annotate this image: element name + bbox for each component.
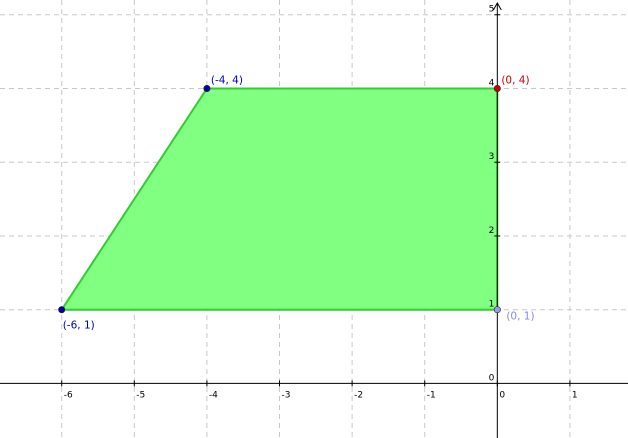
y-tick-label: 5: [489, 5, 495, 15]
y-tick-label: 4: [489, 78, 495, 88]
x-tick-label: -5: [136, 390, 145, 400]
trapezoid-layer: [59, 87, 499, 311]
points-layer[interactable]: (-4, 4) (0, 4) (-6, 1) (0, 1): [58, 74, 535, 332]
vertex-label: (0, 1): [506, 311, 534, 323]
tick-labels: -6 -5 -4 -3 -2 -1 0 1 1 2 3 4 5 0: [64, 5, 578, 401]
x-tick-label: -2: [354, 390, 363, 400]
vertex-label: (-6, 1): [63, 320, 95, 332]
x-tick-label: -4: [209, 390, 218, 400]
vertex-point[interactable]: [203, 84, 211, 92]
origin-label: 0: [489, 373, 495, 383]
y-tick-label: 3: [489, 152, 495, 162]
x-tick-label: -1: [427, 390, 436, 400]
vertex-label: (0, 4): [501, 74, 529, 86]
vertex-label: (-4, 4): [211, 74, 243, 86]
vertex-point[interactable]: [493, 84, 501, 92]
x-tick-label: 1: [572, 390, 578, 400]
x-tick-label: -6: [64, 390, 73, 400]
vertex-point[interactable]: [58, 306, 66, 314]
y-tick-label: 2: [489, 226, 495, 236]
x-tick-label: -3: [282, 390, 291, 400]
x-tick-label: 0: [499, 390, 505, 400]
vertex-point[interactable]: [493, 306, 501, 314]
y-tick-label: 1: [489, 300, 495, 310]
trapezoid-region[interactable]: [59, 87, 499, 311]
y-axis-arrow-icon: [492, 1, 502, 11]
